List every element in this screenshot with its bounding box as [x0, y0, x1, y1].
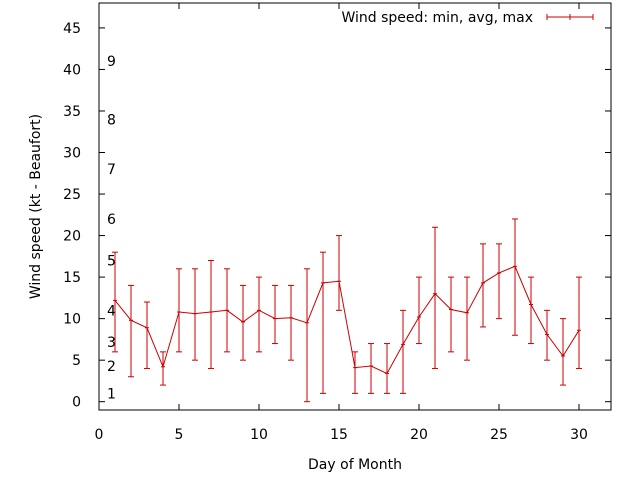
y-tick-label-5: 5	[72, 353, 81, 369]
x-tick-label-0: 0	[95, 427, 104, 443]
data-point-day-21	[432, 226, 438, 369]
data-point-day-1	[112, 251, 118, 353]
data-point-day-10	[256, 276, 262, 353]
beaufort-label-9: 9	[107, 54, 116, 70]
y-tick-label-30: 30	[63, 146, 81, 162]
y-tick-label-45: 45	[63, 21, 81, 37]
y-tick-label-25: 25	[63, 187, 81, 203]
data-point-day-19	[400, 309, 406, 394]
y-tick-label-10: 10	[63, 312, 81, 328]
legend-label: Wind speed: min, avg, max	[341, 10, 533, 26]
data-point-day-12	[288, 284, 294, 361]
data-point-day-20	[416, 276, 422, 345]
data-point-day-6	[192, 268, 198, 361]
data-point-day-15	[336, 235, 342, 311]
data-point-day-2	[128, 284, 134, 378]
beaufort-label-4: 4	[107, 303, 116, 319]
beaufort-label-2: 2	[107, 359, 116, 375]
beaufort-labels: 1 2 3 4 5 6 7 8 9	[107, 54, 116, 402]
series-wind-speed	[112, 218, 582, 403]
y-tick-label-15: 15	[63, 270, 81, 286]
x-tick-label-20: 20	[410, 427, 428, 443]
data-point-day-28	[544, 309, 550, 361]
data-point-day-14	[320, 251, 326, 394]
data-point-day-11	[272, 284, 278, 345]
data-point-day-16	[352, 351, 358, 394]
avg-line	[114, 265, 580, 375]
data-point-day-29	[560, 318, 566, 386]
beaufort-label-3: 3	[107, 335, 116, 351]
data-point-day-3	[144, 301, 150, 369]
data-point-day-4	[160, 351, 166, 386]
beaufort-label-7: 7	[107, 162, 116, 178]
data-point-day-13	[304, 268, 310, 403]
x-axis-label: Day of Month	[308, 457, 402, 473]
x-tick-label-25: 25	[490, 427, 508, 443]
data-point-day-27	[528, 276, 534, 345]
beaufort-label-5: 5	[107, 253, 116, 269]
data-point-day-8	[224, 268, 230, 353]
y-tick-label-40: 40	[63, 62, 81, 78]
x-tick-label-10: 10	[250, 427, 268, 443]
data-point-day-24	[480, 243, 486, 328]
legend: Wind speed: min, avg, max	[341, 10, 594, 26]
data-point-day-26	[512, 218, 518, 336]
y-axis-label: Wind speed (kt - Beaufort)	[28, 114, 44, 299]
data-point-day-18	[384, 343, 390, 394]
x-tick-label-5: 5	[175, 427, 184, 443]
x-tick-label-30: 30	[570, 427, 588, 443]
data-point-day-30	[576, 276, 582, 369]
beaufort-label-1: 1	[107, 386, 116, 402]
data-point-day-5	[176, 268, 182, 353]
data-point-day-22	[448, 276, 454, 353]
plot-frame	[98, 2, 612, 411]
x-tick-label-15: 15	[330, 427, 348, 443]
axes	[98, 2, 612, 411]
data-point-day-9	[240, 284, 246, 361]
data-point-day-23	[464, 276, 470, 361]
beaufort-label-8: 8	[107, 112, 116, 128]
data-point-day-25	[496, 243, 502, 320]
y-tick-label-35: 35	[63, 104, 81, 120]
beaufort-label-6: 6	[107, 212, 116, 228]
y-tick-label-0: 0	[72, 395, 81, 411]
y-tick-label-20: 20	[63, 229, 81, 245]
data-point-day-7	[208, 259, 214, 369]
data-point-day-17	[368, 343, 374, 394]
